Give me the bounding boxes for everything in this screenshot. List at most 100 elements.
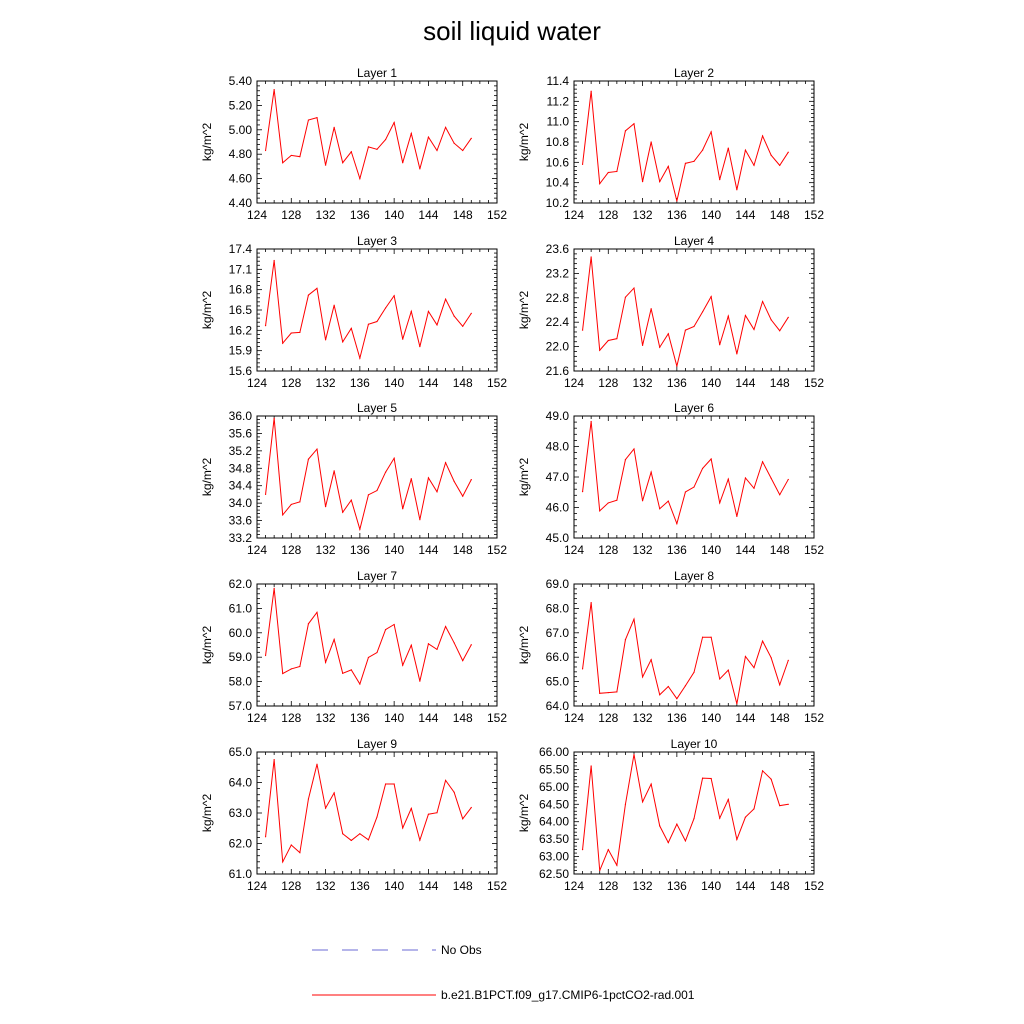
data-point <box>770 778 772 780</box>
y-axis-label: kg/m^2 <box>200 458 214 497</box>
data-point <box>641 676 644 678</box>
y-tick-label: 57.0 <box>229 699 253 713</box>
x-tick-label: 136 <box>667 543 687 557</box>
data-point <box>342 162 344 164</box>
data-point <box>384 629 387 631</box>
data-point <box>367 494 370 496</box>
data-point <box>701 636 704 638</box>
x-tick-label: 136 <box>350 711 370 725</box>
data-point <box>333 638 335 640</box>
data-point <box>719 817 721 819</box>
data-point <box>719 678 721 680</box>
y-axis-label: kg/m^2 <box>517 626 531 665</box>
data-point <box>659 346 661 348</box>
y-axis-label: kg/m^2 <box>200 626 214 665</box>
y-tick-label: 10.6 <box>546 155 570 169</box>
data-point <box>453 791 455 793</box>
data-point <box>436 324 438 326</box>
data-point <box>633 287 635 289</box>
data-point <box>607 171 609 174</box>
data-point <box>316 287 318 289</box>
y-tick-label: 4.40 <box>229 196 253 210</box>
x-tick-label: 148 <box>770 711 790 725</box>
data-point <box>581 668 584 670</box>
data-point <box>436 149 438 152</box>
x-tick-label: 124 <box>247 376 267 390</box>
x-tick-label: 144 <box>735 376 755 390</box>
data-point <box>410 807 412 810</box>
data-point <box>667 333 669 335</box>
x-tick-label: 128 <box>281 879 301 893</box>
y-tick-label: 63.0 <box>229 806 253 820</box>
data-point <box>650 308 652 310</box>
panel-title: Layer 9 <box>357 737 397 751</box>
data-point <box>641 344 644 346</box>
data-point <box>427 643 430 645</box>
data-point <box>624 639 627 641</box>
panel-title: Layer 6 <box>674 401 714 415</box>
data-point <box>427 310 430 312</box>
data-point <box>350 327 352 329</box>
data-point <box>444 298 447 300</box>
data-point <box>282 162 284 164</box>
y-tick-label: 17.4 <box>229 242 253 256</box>
data-point <box>641 801 644 803</box>
data-point <box>299 331 301 333</box>
data-point <box>359 683 361 685</box>
y-tick-label: 62.50 <box>539 867 569 881</box>
x-tick-label: 136 <box>667 376 687 390</box>
data-point <box>599 183 601 185</box>
data-point <box>624 296 627 298</box>
data-point <box>701 777 704 779</box>
y-tick-label: 35.6 <box>229 426 253 440</box>
y-tick-label: 66.00 <box>539 745 569 759</box>
x-tick-label: 144 <box>735 543 755 557</box>
y-tick-label: 63.50 <box>539 832 569 846</box>
data-point <box>607 849 609 851</box>
y-axis-label: kg/m^2 <box>200 291 214 330</box>
data-point <box>350 499 352 501</box>
legend-no-obs-label: No Obs <box>441 943 482 957</box>
series-line <box>582 91 789 202</box>
panel-layer-3: Layer 3 124 128 132 136 140 144 148 152 15.6 15.9 1… <box>200 234 507 390</box>
x-tick-label: 152 <box>804 543 824 557</box>
data-point <box>376 148 378 150</box>
data-point <box>299 665 301 668</box>
data-point <box>581 329 584 331</box>
series-line <box>582 421 789 526</box>
x-tick-label: 152 <box>804 208 824 222</box>
data-point <box>462 149 464 152</box>
data-point <box>787 478 789 481</box>
data-point <box>633 448 635 450</box>
plot-frame <box>573 583 815 707</box>
x-tick-label: 132 <box>633 711 653 725</box>
x-tick-label: 132 <box>633 543 653 557</box>
plot-frame <box>256 80 498 204</box>
data-point <box>367 146 370 148</box>
y-tick-label: 5.20 <box>229 98 253 112</box>
data-point <box>264 836 267 838</box>
x-tick-label: 144 <box>735 879 755 893</box>
data-point <box>650 659 652 661</box>
data-point <box>710 777 712 780</box>
plot-frame <box>256 248 498 372</box>
data-point <box>616 864 618 866</box>
data-point <box>453 315 455 317</box>
data-point <box>727 315 729 317</box>
series-line <box>582 256 789 367</box>
x-tick-label: 140 <box>384 711 404 725</box>
x-tick-label: 144 <box>735 711 755 725</box>
y-tick-label: 34.4 <box>229 479 253 493</box>
data-point <box>744 655 747 658</box>
data-point <box>736 189 738 191</box>
data-point <box>367 656 370 659</box>
data-point <box>410 478 412 480</box>
y-tick-label: 17.1 <box>229 262 253 276</box>
data-point <box>693 671 695 673</box>
data-point <box>290 503 292 506</box>
x-tick-label: 144 <box>418 376 438 390</box>
data-point <box>419 680 421 682</box>
x-tick-label: 144 <box>418 543 438 557</box>
x-tick-label: 136 <box>667 208 687 222</box>
y-tick-label: 61.0 <box>229 867 253 881</box>
